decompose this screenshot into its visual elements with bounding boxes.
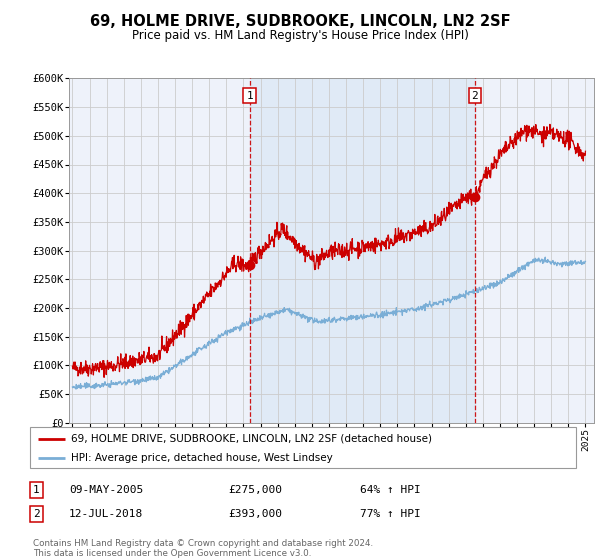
Bar [250, 78, 475, 423]
Text: £393,000: £393,000 [228, 509, 282, 519]
Text: 2: 2 [33, 509, 40, 519]
Text: 2: 2 [472, 91, 478, 101]
Text: 77% ↑ HPI: 77% ↑ HPI [360, 509, 421, 519]
Text: 69, HOLME DRIVE, SUDBROOKE, LINCOLN, LN2 2SF (detached house): 69, HOLME DRIVE, SUDBROOKE, LINCOLN, LN2… [71, 433, 432, 444]
Text: £275,000: £275,000 [228, 485, 282, 495]
Text: Contains HM Land Registry data © Crown copyright and database right 2024.
This d: Contains HM Land Registry data © Crown c… [33, 539, 373, 558]
Text: 12-JUL-2018: 12-JUL-2018 [69, 509, 143, 519]
Text: 69, HOLME DRIVE, SUDBROOKE, LINCOLN, LN2 2SF: 69, HOLME DRIVE, SUDBROOKE, LINCOLN, LN2… [89, 14, 511, 29]
FancyBboxPatch shape [30, 427, 576, 468]
Text: 09-MAY-2005: 09-MAY-2005 [69, 485, 143, 495]
Text: 64% ↑ HPI: 64% ↑ HPI [360, 485, 421, 495]
Text: 1: 1 [33, 485, 40, 495]
Text: 1: 1 [246, 91, 253, 101]
Text: Price paid vs. HM Land Registry's House Price Index (HPI): Price paid vs. HM Land Registry's House … [131, 29, 469, 42]
Text: HPI: Average price, detached house, West Lindsey: HPI: Average price, detached house, West… [71, 452, 332, 463]
